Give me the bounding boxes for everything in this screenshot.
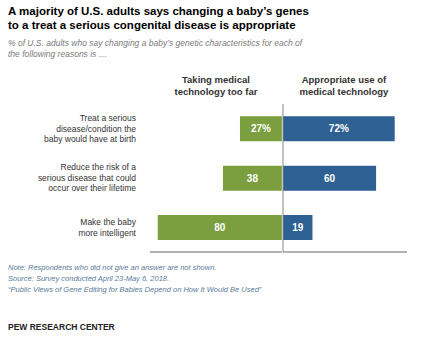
svg-text:Reduce the risk of aserious di: Reduce the risk of aserious disease that… [38,163,136,194]
svg-text:27%: 27% [251,123,271,134]
svg-text:72%: 72% [329,123,349,134]
html-text:% of U.S. adults who say chang: % of U.S. adults who say changing a baby… [8,38,303,59]
svg-text:60: 60 [324,173,336,184]
html-text:Taking medical technology too: Taking medical technology too far [174,74,258,97]
html-text:Note: Respondents who did not: Note: Respondents who did not give an an… [8,263,262,294]
svg-text:Treat a seriousdisease/conditi: Treat a seriousdisease/condition thebaby… [44,113,136,144]
svg-text:38: 38 [247,173,259,184]
svg-text:80: 80 [214,222,226,233]
html-text:Appropriate use of medical tec: Appropriate use of medical technology [299,74,389,97]
svg-text:Make the babymore intelligent: Make the babymore intelligent [78,217,136,237]
html-text:A majority of U.S. adults says: A majority of U.S. adults says changing … [8,5,309,31]
html-text:PEW RESEARCH CENTER: PEW RESEARCH CENTER [8,322,115,332]
svg-text:19: 19 [292,222,304,233]
